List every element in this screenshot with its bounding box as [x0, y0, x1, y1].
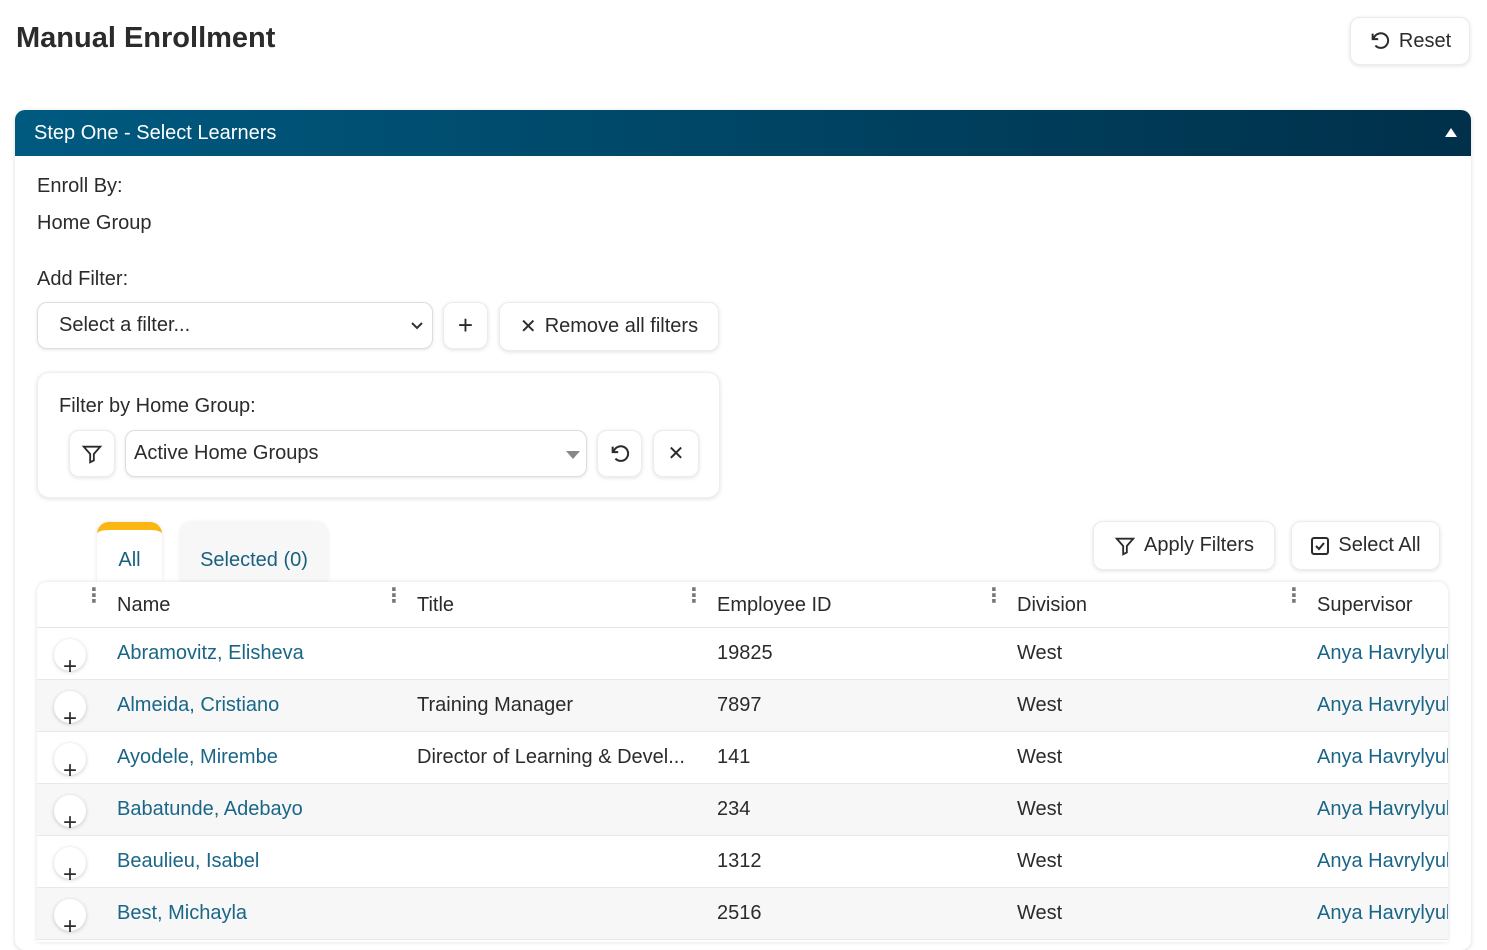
reset-home-group-button[interactable]	[597, 430, 642, 477]
chevron-down-icon	[411, 322, 423, 330]
learner-title: Training Manager	[417, 694, 574, 716]
plus-icon: +	[62, 653, 77, 680]
table-row: + Almeida, Cristiano Training Manager 78…	[37, 680, 1448, 732]
add-learner-button[interactable]: +	[54, 899, 86, 940]
add-learner-button[interactable]: +	[54, 639, 86, 680]
tab-all-label: All	[118, 549, 141, 571]
select-all-button[interactable]: Select All	[1291, 521, 1440, 570]
column-menu-icon[interactable]: ⋮	[684, 585, 704, 607]
supervisor-link[interactable]: Anya Havrylyuk	[1317, 694, 1448, 716]
tab-selected[interactable]: Selected (0)	[180, 522, 328, 582]
column-menu-icon[interactable]: ⋮	[984, 585, 1004, 607]
column-header-title[interactable]: Title	[417, 594, 455, 616]
close-icon: ✕	[667, 443, 685, 465]
home-group-select[interactable]: Active Home Groups	[125, 430, 587, 477]
learner-employee-id: 19825	[717, 642, 773, 664]
learner-name-link[interactable]: Almeida, Cristiano	[117, 694, 280, 716]
enroll-by-value: Home Group	[37, 212, 152, 234]
table-row: + Abramovitz, Elisheva 19825 West Anya H…	[37, 628, 1448, 680]
learner-name-link[interactable]: Abramovitz, Elisheva	[117, 642, 304, 664]
learner-division: West	[1017, 694, 1063, 716]
panel-title: Step One - Select Learners	[34, 121, 277, 144]
remove-all-filters-button[interactable]: ✕ Remove all filters	[499, 302, 719, 351]
learner-division: West	[1017, 798, 1063, 820]
table-row: + Ayodele, Mirembe Director of Learning …	[37, 732, 1448, 784]
dropdown-triangle-icon	[566, 451, 580, 459]
add-filter-button[interactable]: +	[443, 302, 488, 349]
funnel-icon	[1114, 537, 1136, 556]
learner-name-link[interactable]: Best, Michayla	[117, 902, 248, 924]
undo-icon	[1371, 32, 1389, 49]
plus-icon: +	[62, 913, 77, 940]
column-menu-icon[interactable]: ⋮	[1284, 585, 1304, 607]
select-all-label: Select All	[1338, 534, 1421, 556]
column-header-name[interactable]: Name	[117, 594, 171, 616]
table-row: + Beaulieu, Isabel 1312 West Anya Havryl…	[37, 836, 1448, 888]
learner-division: West	[1017, 746, 1063, 768]
add-filter-label: Add Filter:	[37, 268, 129, 290]
remove-home-group-filter-button[interactable]: ✕	[653, 430, 699, 477]
learner-employee-id: 141	[717, 746, 751, 768]
learner-division: West	[1017, 850, 1063, 872]
remove-all-filters-label: Remove all filters	[544, 315, 699, 337]
page-title: Manual Enrollment	[16, 22, 276, 54]
table-row: + Babatunde, Adebayo 234 West Anya Havry…	[37, 784, 1448, 836]
apply-filters-label: Apply Filters	[1143, 534, 1255, 556]
apply-filters-button[interactable]: Apply Filters	[1093, 521, 1275, 570]
supervisor-link[interactable]: Anya Havrylyuk	[1317, 642, 1448, 664]
plus-icon: +	[62, 809, 77, 836]
plus-icon: +	[62, 705, 77, 732]
funnel-icon	[81, 445, 103, 464]
home-group-select-value: Active Home Groups	[134, 442, 319, 464]
add-learner-button[interactable]: +	[54, 691, 86, 732]
learner-name-link[interactable]: Babatunde, Adebayo	[117, 798, 303, 820]
home-group-filter-card: Filter by Home Group: Active Home Groups…	[37, 372, 720, 498]
reset-label: Reset	[1398, 29, 1452, 52]
learner-employee-id: 2516	[717, 902, 762, 924]
learner-name-link[interactable]: Beaulieu, Isabel	[117, 850, 260, 872]
tab-selected-label: Selected (0)	[200, 549, 308, 571]
learner-name-link[interactable]: Ayodele, Mirembe	[117, 746, 278, 768]
learner-division: West	[1017, 902, 1063, 924]
add-learner-button[interactable]: +	[54, 743, 86, 784]
table-header: ⋮ Name ⋮ Title ⋮ Employee ID ⋮ Division …	[37, 582, 1448, 628]
supervisor-link[interactable]: Anya Havrylyuk	[1317, 746, 1448, 768]
supervisor-link[interactable]: Anya Havrylyuk	[1317, 902, 1448, 924]
checkbox-checked-icon	[1311, 536, 1330, 555]
plus-icon: +	[62, 861, 77, 888]
undo-icon	[611, 444, 629, 462]
column-header-division[interactable]: Division	[1017, 594, 1088, 616]
learner-division: West	[1017, 642, 1063, 664]
tab-all[interactable]: All	[97, 522, 162, 582]
supervisor-link[interactable]: Anya Havrylyuk	[1317, 850, 1448, 872]
home-group-filter-label: Filter by Home Group:	[59, 395, 256, 417]
supervisor-link[interactable]: Anya Havrylyuk	[1317, 798, 1448, 820]
learner-employee-id: 1312	[717, 850, 762, 872]
close-icon: ✕	[519, 316, 537, 338]
add-learner-button[interactable]: +	[54, 795, 86, 836]
column-header-supervisor[interactable]: Supervisor	[1317, 594, 1413, 616]
learner-title: Director of Learning & Devel...	[417, 746, 685, 768]
learner-employee-id: 234	[717, 798, 751, 820]
add-learner-button[interactable]: +	[54, 847, 86, 888]
column-header-employee-id[interactable]: Employee ID	[717, 594, 832, 616]
panel-header[interactable]: Step One - Select Learners	[15, 110, 1471, 156]
plus-icon: +	[62, 757, 77, 784]
learner-employee-id: 7897	[717, 694, 762, 716]
learners-table: ⋮ Name ⋮ Title ⋮ Employee ID ⋮ Division …	[37, 582, 1448, 942]
plus-icon: +	[457, 310, 474, 340]
filter-select-value: Select a filter...	[59, 314, 191, 336]
filter-select[interactable]: Select a filter...	[37, 302, 433, 349]
enroll-by-label: Enroll By:	[37, 175, 123, 197]
filter-mode-button[interactable]	[69, 430, 115, 477]
table-row: + Best, Michayla 2516 West Anya Havrylyu…	[37, 888, 1448, 940]
column-menu-icon[interactable]: ⋮	[384, 585, 404, 607]
column-menu-icon[interactable]: ⋮	[84, 585, 104, 607]
collapse-caret-icon[interactable]	[1445, 128, 1457, 137]
reset-button[interactable]: Reset	[1350, 17, 1470, 65]
